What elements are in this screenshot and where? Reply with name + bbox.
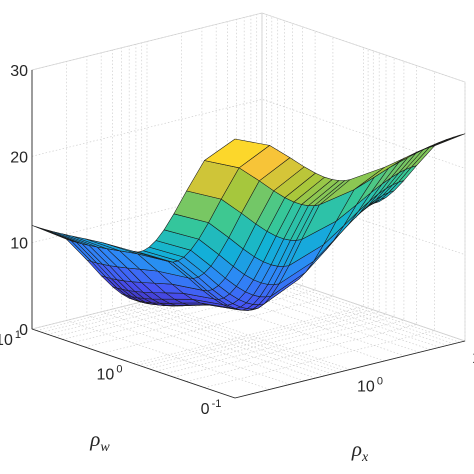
x-axis-label: ρx xyxy=(351,437,369,465)
grid-line-y xyxy=(173,61,405,378)
grid-line-y xyxy=(204,71,435,388)
grid-line-y xyxy=(138,49,369,366)
y-tick-label: 10 0 xyxy=(97,364,123,384)
z-tick-label: 0 xyxy=(19,322,28,339)
grid-line-y xyxy=(41,16,273,333)
grid-line-y xyxy=(54,20,285,338)
z-tick-label: 20 xyxy=(10,149,28,166)
z-tick-label: 10 xyxy=(10,236,28,253)
grid-line-x xyxy=(112,50,316,379)
axis-labels: ρx ρw xyxy=(89,427,369,465)
grid-line-y xyxy=(47,18,279,335)
grid-line-y xyxy=(164,57,395,375)
y-axis-label: ρw xyxy=(89,427,110,455)
grid-line-y xyxy=(31,13,263,330)
y-tick-label: 101 xyxy=(0,329,21,349)
x-tick-label: 10 0 xyxy=(357,376,383,396)
x-tick-label: 101 xyxy=(472,347,474,367)
x-axis-line xyxy=(234,340,466,399)
surface-patch xyxy=(204,138,270,169)
grid-line-x xyxy=(135,44,340,373)
tick-labels: 0 10 20 30 100 101 0-1 100 101 xyxy=(0,63,474,418)
z-tick-label: 30 xyxy=(10,63,28,80)
y-tick-label: 0 -1 xyxy=(201,398,222,418)
y-axis-line xyxy=(31,328,236,399)
grid-line-x xyxy=(128,45,333,375)
surface-mesh xyxy=(31,133,466,311)
grid-line-y xyxy=(62,23,293,340)
grid-line-y xyxy=(72,26,303,344)
grid-line-y xyxy=(234,82,466,399)
grid-line-y xyxy=(85,31,316,348)
